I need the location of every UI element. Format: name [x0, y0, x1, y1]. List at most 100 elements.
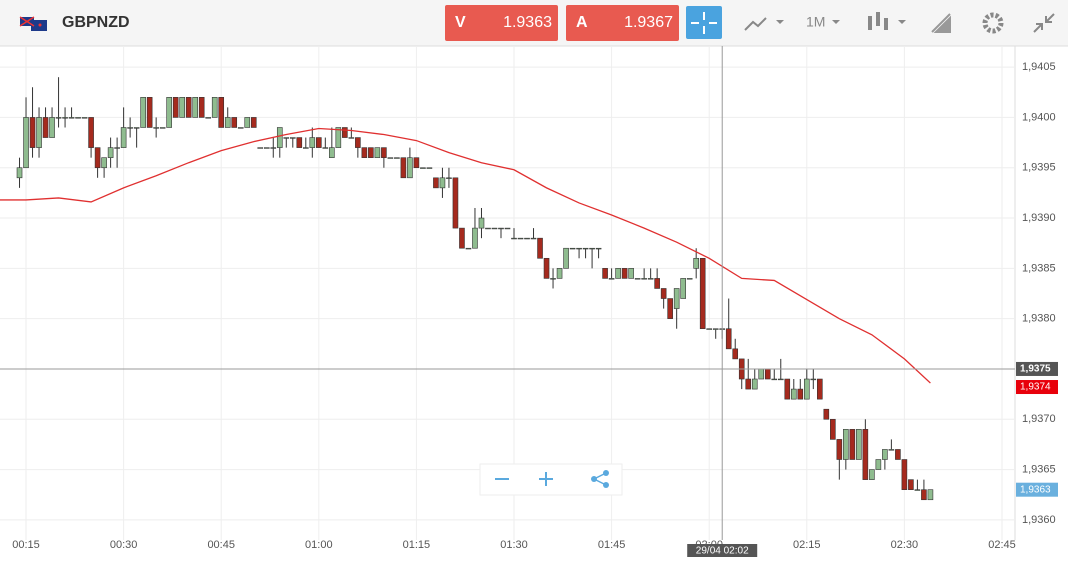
- symbol: GBPNZD: [62, 14, 130, 31]
- candle-body: [413, 157, 420, 169]
- candle-body: [237, 127, 244, 129]
- zoom-in[interactable]: [539, 472, 553, 486]
- candle-body: [101, 157, 107, 169]
- candle-body: [803, 378, 810, 400]
- collapse-button[interactable]: [1033, 13, 1055, 33]
- candle-body: [556, 268, 563, 279]
- candle-body: [205, 117, 212, 119]
- candle-body: [849, 429, 856, 460]
- candle-body: [257, 147, 264, 149]
- candle-body: [927, 489, 934, 501]
- candle-body: [882, 449, 888, 460]
- candle-body: [621, 268, 628, 279]
- candle-body: [498, 227, 504, 230]
- candle-body: [667, 298, 673, 319]
- crosshair-x-box: [687, 544, 758, 557]
- settings-button[interactable]: [982, 12, 1004, 34]
- candle-body: [875, 459, 882, 470]
- candle-body: [862, 429, 869, 480]
- candle-body: [615, 268, 621, 279]
- zoom-controls: [479, 463, 623, 496]
- chart-type-button[interactable]: [744, 17, 784, 31]
- candle-body: [478, 217, 485, 229]
- candle-body: [764, 368, 771, 380]
- x-tick-label: 01:45: [598, 539, 626, 551]
- candle-body: [198, 97, 205, 118]
- candle-body: [751, 378, 758, 390]
- candle-body: [712, 328, 719, 330]
- candle-body: [107, 147, 114, 158]
- candle-body: [407, 157, 413, 179]
- candle-body: [146, 97, 153, 128]
- y-tick-label: 1,9405: [1022, 61, 1056, 73]
- candle-body: [654, 278, 660, 289]
- candle-body: [823, 408, 830, 420]
- candle-body: [159, 127, 166, 129]
- candle-body: [114, 147, 120, 149]
- x-tick-label: 01:30: [500, 539, 528, 551]
- candle-body: [335, 127, 342, 148]
- candle-body: [732, 348, 739, 360]
- candle-body: [250, 117, 257, 128]
- candle-body: [836, 439, 843, 460]
- candle-body: [68, 117, 75, 119]
- y-tick-label: 1,9370: [1022, 413, 1056, 425]
- candle-body: [387, 157, 394, 159]
- candle-body: [120, 127, 127, 148]
- candle-body: [140, 97, 146, 128]
- candle-body: [524, 237, 530, 240]
- x-tick-label: 02:45: [988, 539, 1016, 551]
- buy-label: A: [576, 14, 588, 31]
- crosshair-button[interactable]: [686, 6, 722, 39]
- timeframe[interactable]: 1M: [806, 14, 825, 30]
- candle-body: [459, 227, 465, 249]
- sell-button[interactable]: V 1.9363: [445, 5, 558, 41]
- candle-body: [400, 157, 407, 179]
- x-tick-label: 00:45: [207, 539, 235, 551]
- candle-body: [810, 378, 817, 381]
- x-tick-label: 02:30: [891, 539, 919, 551]
- candle-type-button[interactable]: [868, 12, 906, 30]
- candle-body: [895, 449, 901, 460]
- candle-body: [914, 489, 921, 491]
- price-marker: [1016, 482, 1058, 497]
- buy-button[interactable]: A 1.9367: [566, 5, 679, 41]
- draw-button[interactable]: [931, 13, 951, 33]
- candle-body: [699, 257, 706, 330]
- share[interactable]: [591, 470, 609, 488]
- candle-body: [55, 117, 62, 119]
- candle-body: [81, 117, 88, 119]
- y-tick-label: 1,9365: [1022, 463, 1056, 475]
- crosshair-y-box: [1016, 361, 1058, 376]
- candle-body: [446, 177, 452, 179]
- candle-body: [42, 117, 49, 138]
- candle-body: [49, 117, 55, 138]
- candle-body: [381, 147, 387, 158]
- x-tick-label: 00:30: [110, 539, 138, 551]
- candle-body: [517, 237, 524, 240]
- candle-body: [309, 137, 316, 148]
- candle-body: [706, 328, 712, 330]
- x-tick-label: 02:15: [793, 539, 821, 551]
- candle-body: [790, 388, 797, 400]
- candle-body: [589, 247, 595, 250]
- candle-body: [869, 469, 875, 480]
- candle-body: [569, 247, 576, 250]
- candle-body: [680, 278, 686, 299]
- y-tick-label: 1,9390: [1022, 212, 1056, 224]
- candle-body: [342, 127, 348, 138]
- candle-body: [439, 177, 446, 189]
- candle-body: [472, 227, 478, 249]
- candle-body: [745, 378, 752, 390]
- candle-body: [62, 117, 68, 119]
- candle-body: [263, 147, 270, 149]
- candle-body: [908, 479, 914, 490]
- candle-body: [686, 278, 693, 280]
- candle-body: [673, 288, 680, 309]
- sell-label: V: [455, 14, 466, 31]
- price-marker-label: 1,9374: [1020, 382, 1051, 393]
- x-tick-label: 00:15: [12, 539, 40, 551]
- candle-body: [303, 147, 309, 149]
- candle-body: [329, 147, 335, 158]
